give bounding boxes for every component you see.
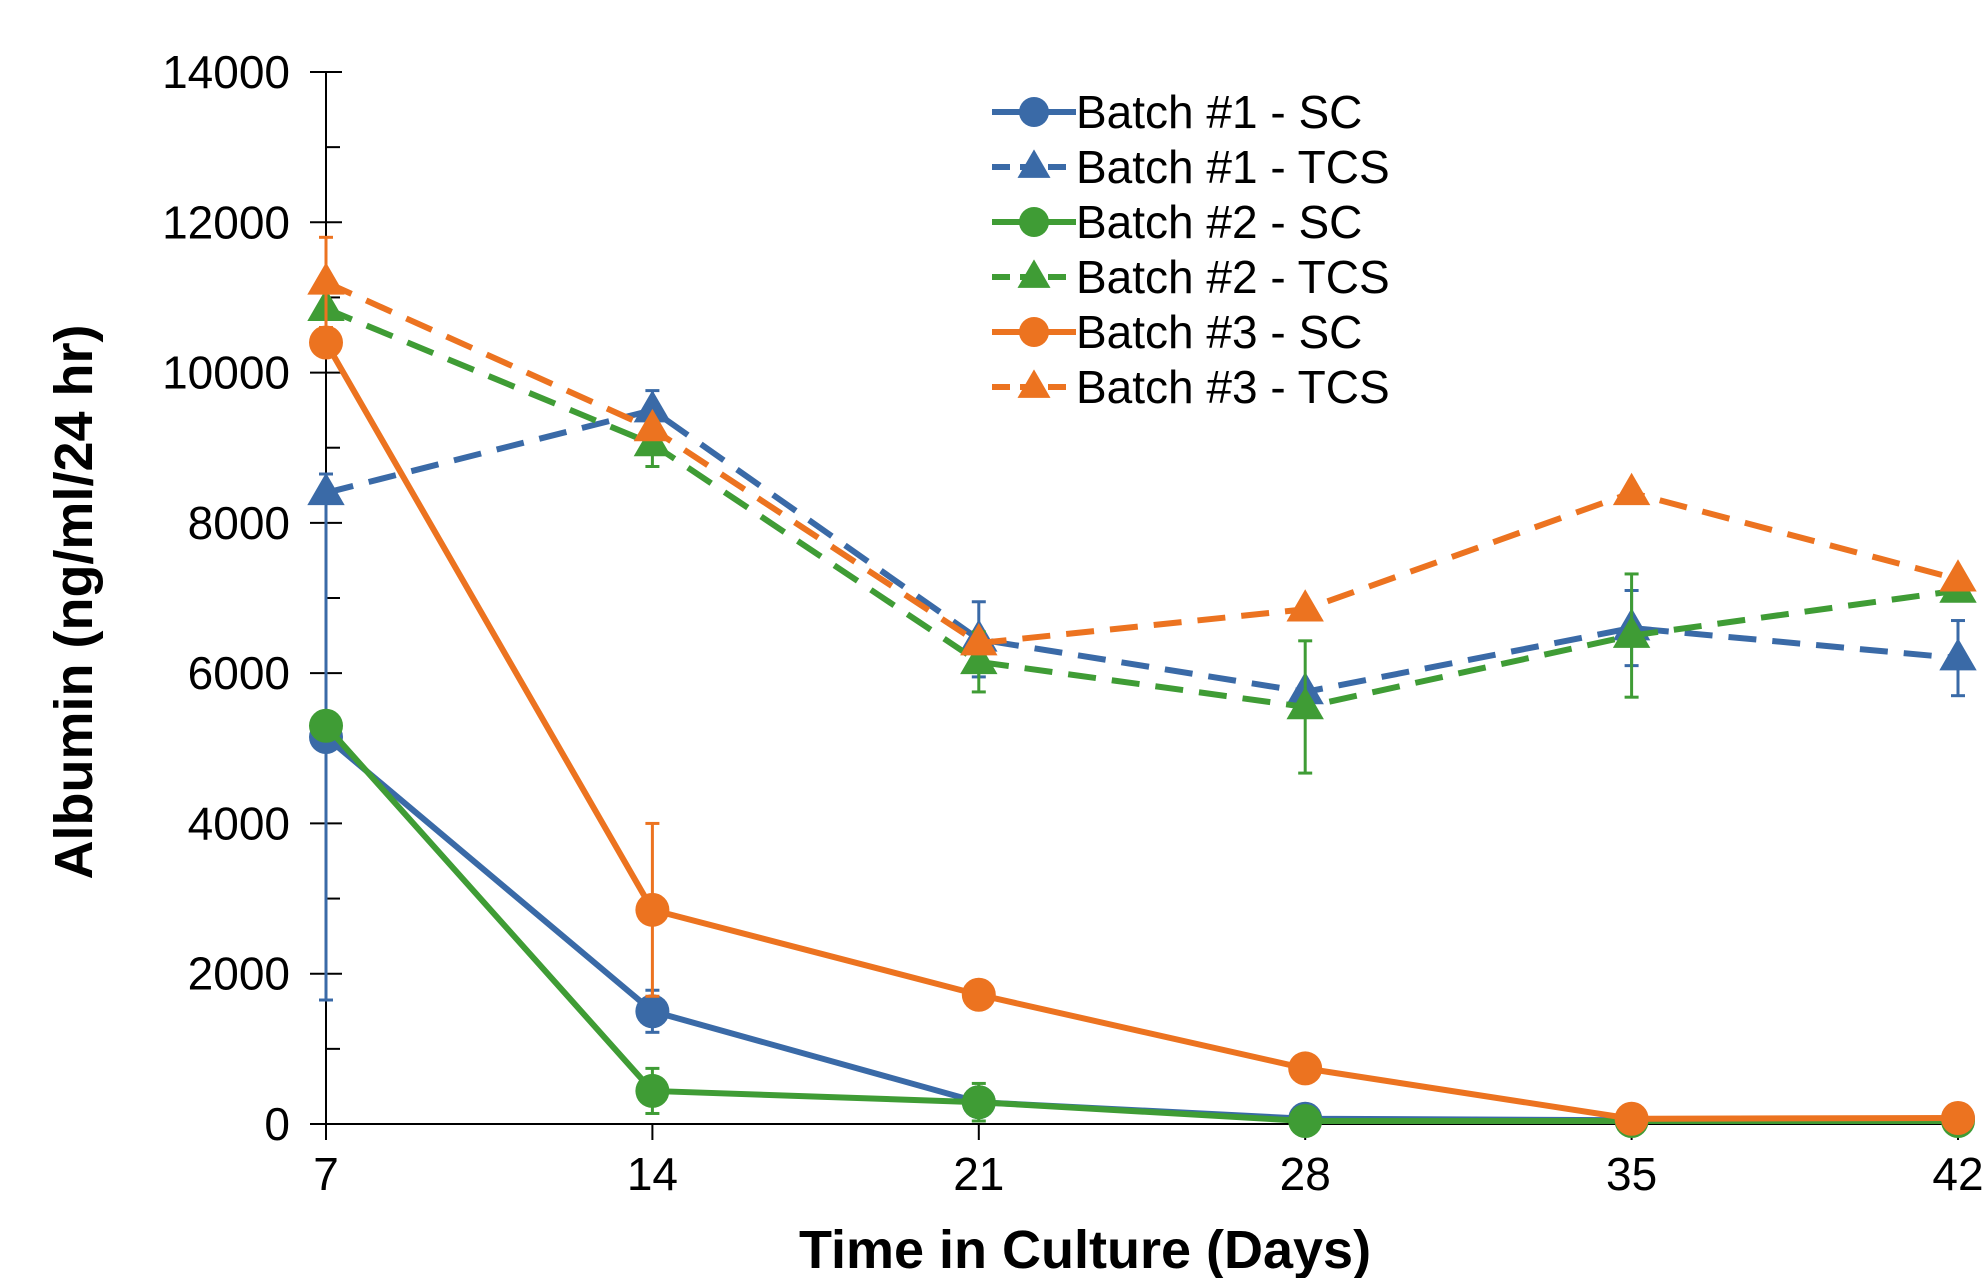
legend-item: Batch #2 - TCS: [992, 251, 1390, 303]
data-point: [1286, 686, 1324, 720]
data-point: [1939, 559, 1977, 592]
data-point: [633, 390, 672, 423]
data-point: [1939, 638, 1977, 671]
y-tick-label: 12000: [162, 196, 290, 248]
data-point: [635, 892, 670, 927]
y-tick-label: 10000: [162, 347, 290, 399]
series-batch-3-tcs: [307, 235, 1977, 656]
axes: 0 2000 4000 6000 8000 10000 12000 14000 7 14 21 28 3…: [162, 46, 1984, 1200]
legend-item: Batch #3 - TCS: [992, 361, 1390, 413]
x-tick-label: 28: [1280, 1148, 1331, 1200]
data-point: [1612, 615, 1651, 648]
data-point: [309, 325, 343, 360]
legend-marker: [1019, 317, 1049, 347]
legend-label: Batch #2 - SC: [1076, 196, 1362, 248]
series-line: [323, 723, 1958, 1124]
data-point: [309, 708, 343, 743]
data-point: [1286, 589, 1324, 622]
data-point: [1941, 1100, 1975, 1135]
y-axis-title: Albumin (ng/ml/24 hr): [44, 324, 104, 879]
legend-label: Batch #3 - TCS: [1076, 361, 1390, 413]
series-batch-3-sc: [309, 325, 1975, 1136]
data-point: [635, 994, 670, 1029]
x-axis-title: Time in Culture (Days): [799, 1220, 1371, 1278]
data-point: [635, 1073, 670, 1108]
series-line: [323, 341, 1959, 1122]
legend-marker: [1017, 259, 1051, 288]
data-point: [961, 977, 996, 1012]
x-tick-label: 35: [1606, 1148, 1657, 1200]
series-line: [324, 305, 1959, 710]
series-batch-2-sc: [309, 708, 1975, 1138]
data-point: [1288, 1051, 1323, 1086]
x-tick-label: 21: [953, 1148, 1004, 1200]
x-tick-label: 7: [313, 1148, 339, 1200]
y-tick-label: 8000: [188, 497, 290, 549]
data-point: [960, 623, 998, 656]
legend-item: Batch #1 - SC: [992, 86, 1362, 138]
data-point: [307, 262, 345, 295]
y-tick-label: 14000: [162, 46, 290, 98]
y-tick-label: 0: [264, 1098, 290, 1150]
series-line: [324, 734, 1959, 1124]
series-line: [325, 407, 1959, 695]
series-line: [324, 279, 1959, 647]
data-point: [960, 641, 998, 675]
y-tick-label: 4000: [188, 797, 290, 849]
data-point: [633, 408, 672, 442]
series-batch-1-sc: [309, 472, 1975, 1138]
y-tick-label: 6000: [188, 647, 290, 699]
data-point: [1288, 1103, 1323, 1138]
x-tick-label: 14: [627, 1148, 678, 1200]
legend-marker: [1017, 369, 1051, 398]
series-batch-1-tcs: [307, 389, 1977, 705]
legend-label: Batch #2 - TCS: [1076, 251, 1390, 303]
legend-label: Batch #1 - SC: [1076, 86, 1362, 138]
legend-item: Batch #2 - SC: [992, 196, 1362, 248]
data-point: [1612, 472, 1651, 506]
legend-item: Batch #3 - SC: [992, 306, 1362, 358]
legend-label: Batch #3 - SC: [1076, 306, 1362, 358]
series-layer: [307, 235, 1977, 1138]
legend-item: Batch #1 - TCS: [992, 141, 1390, 193]
y-tick-label: 2000: [188, 948, 290, 1000]
x-tick-label: 42: [1932, 1148, 1983, 1200]
legend-marker: [1017, 149, 1051, 178]
data-point: [961, 1085, 996, 1120]
legend-marker: [1019, 207, 1049, 237]
legend-marker: [1019, 97, 1049, 127]
legend-label: Batch #1 - TCS: [1076, 141, 1390, 193]
data-point: [1614, 1101, 1649, 1136]
